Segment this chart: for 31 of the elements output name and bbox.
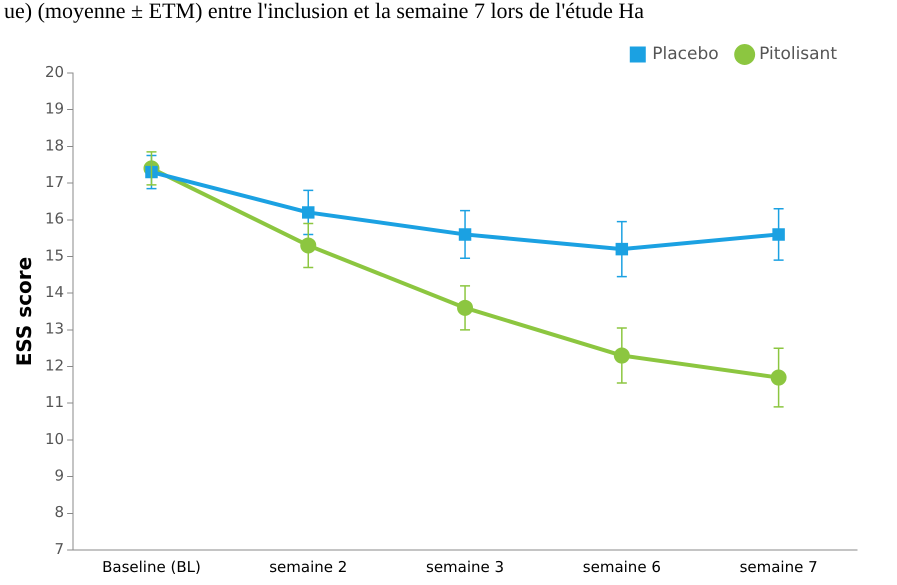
point	[770, 370, 787, 386]
point	[772, 228, 785, 241]
point	[302, 206, 315, 219]
y-tick-label: 7	[54, 540, 64, 558]
y-tick-label: 18	[44, 136, 64, 154]
x-tick-label: semaine 7	[740, 558, 818, 576]
y-axis-title: ESS score	[12, 256, 36, 366]
chart-title: ue) (moyenne ± ETM) entre l'inclusion et la semaine 7 lors de l'étude Ha	[3, 0, 646, 25]
point	[458, 228, 472, 241]
x-tick-label: Baseline (BL)	[102, 558, 201, 576]
point	[457, 300, 474, 316]
y-tick-label: 12	[44, 356, 64, 374]
y-tick-label: 17	[44, 172, 64, 191]
y-tick-label: 14	[44, 283, 64, 302]
y-tick-label: 11	[44, 393, 64, 412]
legend-label: Pitolisant	[759, 44, 838, 64]
y-tick-label: 15	[44, 246, 64, 264]
point	[614, 348, 630, 364]
y-tick-label: 16	[44, 210, 64, 228]
y-tick-label: 9	[54, 466, 64, 485]
y-tick-label: 13	[44, 320, 64, 338]
point	[300, 237, 316, 254]
x-tick-label: semaine 2	[269, 558, 348, 576]
y-tick-label: 20	[44, 62, 64, 81]
y-tick-label: 8	[54, 503, 64, 522]
y-tick-label: 19	[44, 100, 64, 118]
legend-label: Placebo	[652, 44, 719, 64]
point	[616, 242, 628, 256]
x-tick-label: semaine 3	[426, 558, 504, 576]
y-tick-label: 10	[44, 430, 64, 448]
x-tick-label: semaine 6	[582, 558, 661, 576]
